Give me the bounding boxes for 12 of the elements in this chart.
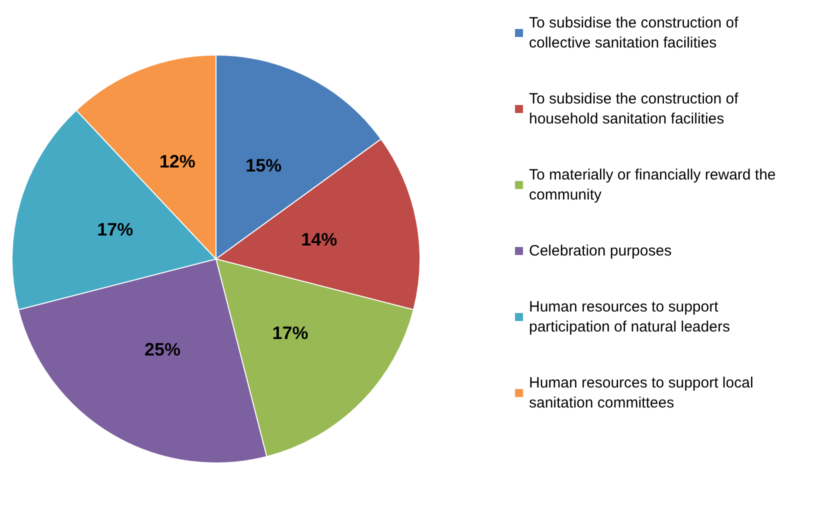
data-label: 14%	[301, 229, 338, 250]
data-label: 25%	[144, 339, 181, 360]
data-label: 12%	[159, 151, 196, 172]
legend-label: To subsidise the construction of household sanitation facilities	[529, 90, 742, 128]
data-label: 15%	[246, 155, 282, 176]
legend-label: To materially or financially reward the community	[529, 166, 780, 204]
data-label: 17%	[272, 323, 308, 344]
data-label: 17%	[97, 220, 134, 240]
legend-label: To subsidise the construction of collective sanitation facilities	[529, 14, 742, 52]
legend-label: Celebration purposes	[529, 242, 672, 260]
legend-label: Human resources to support participation of natural leaders	[529, 298, 730, 336]
legend-label: Human resources to support local sanitation committees	[529, 374, 758, 412]
